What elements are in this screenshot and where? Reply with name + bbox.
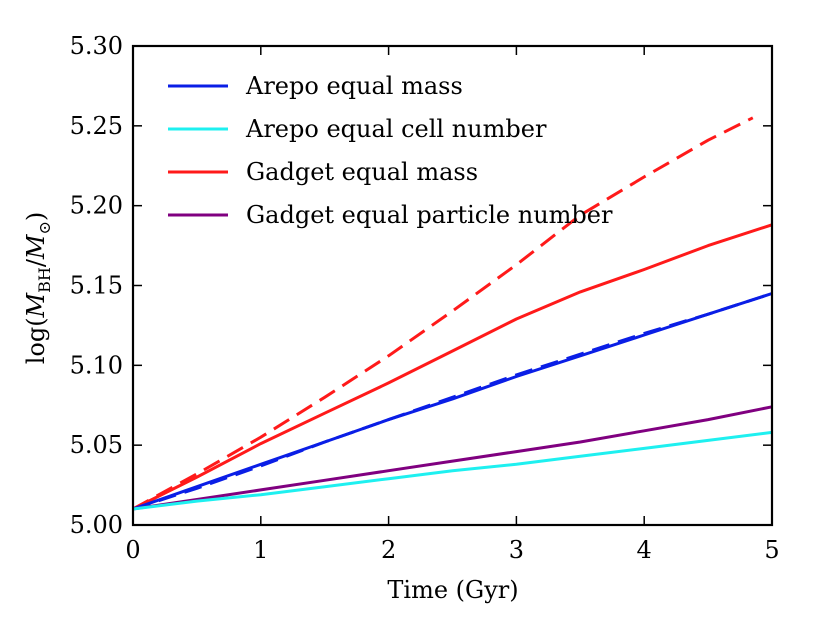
y-axis-label: log(MBH/M⊙) <box>22 212 54 365</box>
x-tick-label: 3 <box>509 536 524 564</box>
series-line-5 <box>132 430 773 511</box>
series-line-0-dashed <box>132 116 754 511</box>
legend-label: Gadget equal particle number <box>246 201 613 229</box>
series-line-4 <box>132 405 773 511</box>
x-tick-label: 4 <box>637 536 652 564</box>
y-tick-label: 5.30 <box>70 32 123 60</box>
legend-label: Arepo equal mass <box>245 72 463 100</box>
x-tick-label: 2 <box>381 536 396 564</box>
legend-label: Gadget equal mass <box>246 158 478 186</box>
y-tick-label: 5.10 <box>70 351 123 379</box>
x-axis-label: Time (Gyr) <box>387 576 518 604</box>
x-tick-label: 1 <box>253 536 268 564</box>
axis-ticks <box>132 45 773 526</box>
tick-labels: 0 1 2 3 4 5 5.00 5.05 5.10 5.15 5.20 5.25 5.30 <box>70 32 780 564</box>
y-tick-label: 5.00 <box>70 511 123 539</box>
x-tick-label: 0 <box>125 536 140 564</box>
y-tick-label: 5.05 <box>70 431 123 459</box>
y-tick-label: 5.25 <box>70 112 123 140</box>
series-line-3 <box>132 292 773 511</box>
y-tick-label: 5.20 <box>70 192 123 220</box>
series-line-2-dashed <box>132 292 773 511</box>
x-tick-label: 5 <box>764 536 779 564</box>
legend: Arepo equal mass Arepo equal cell number G… <box>168 72 613 229</box>
series-line-1 <box>132 223 773 511</box>
legend-label: Arepo equal cell number <box>245 115 547 143</box>
y-tick-label: 5.15 <box>70 272 123 300</box>
plot-lines <box>132 116 773 511</box>
